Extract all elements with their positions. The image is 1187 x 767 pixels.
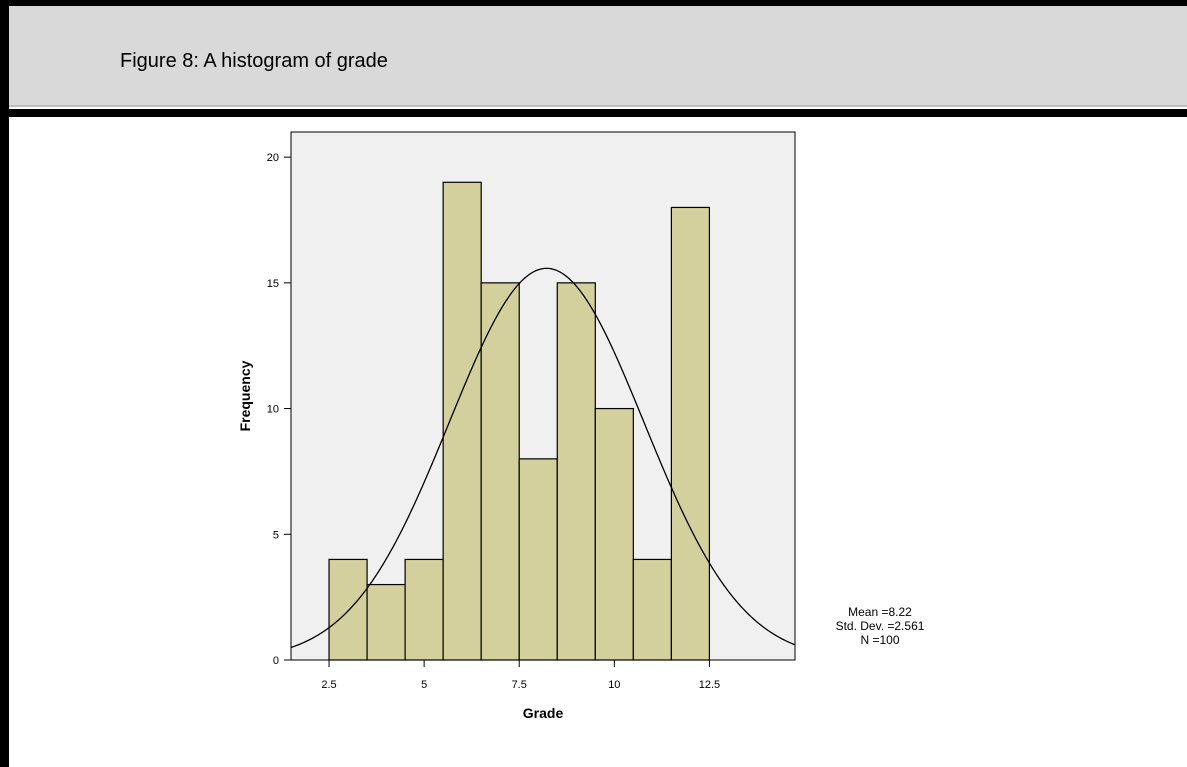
histogram-bar-6: [518, 458, 558, 661]
y-tick-label-15: 15: [267, 278, 279, 290]
normal-curve-line: [290, 267, 796, 649]
x-axis: 2.5 5 7.5 10 12.5: [321, 660, 720, 691]
y-tick-label-10: 10: [267, 404, 279, 416]
stats-mean: Mean =8.22: [848, 605, 912, 619]
histogram-bar-10: [670, 206, 711, 661]
top-border: [0, 0, 1187, 6]
histogram-bar-1: [328, 558, 368, 661]
figure-title: Figure 8: A histogram of grade: [120, 50, 388, 72]
header-divider: [9, 105, 1187, 107]
bars-group: [328, 181, 711, 661]
histogram-bar-8: [594, 407, 634, 661]
plot-border: [290, 131, 796, 661]
figure-header: Figure 8: A histogram of grade: [9, 6, 1187, 105]
histogram-bar-2: [366, 583, 406, 661]
x-tick-label-10: 10: [608, 679, 620, 691]
histogram-bar-5: [480, 282, 520, 661]
y-tick-label-5: 5: [273, 529, 279, 541]
x-tick-label-7.5: 7.5: [512, 679, 527, 691]
x-tick-label-2.5: 2.5: [321, 679, 336, 691]
stats-n: N =100: [860, 633, 899, 647]
y-tick-label-20: 20: [267, 152, 279, 164]
histogram-bar-9: [632, 558, 672, 661]
x-axis-title: Grade: [523, 705, 564, 721]
x-tick-label-12.5: 12.5: [699, 679, 720, 691]
y-tick-label-0: 0: [273, 655, 279, 667]
stats-std-dev: Std. Dev. =2.561: [836, 619, 925, 633]
histogram-bar-3: [404, 558, 444, 661]
y-axis: 0 5 10 15 20: [267, 152, 291, 667]
histogram-bar-7: [556, 282, 596, 661]
stats-box: Mean =8.22 Std. Dev. =2.561 N =100: [836, 605, 925, 647]
histogram-bar-4: [442, 181, 482, 661]
x-tick-label-5: 5: [421, 679, 427, 691]
y-axis-title: Frequency: [237, 360, 253, 431]
header-divider-thick: [9, 109, 1187, 117]
left-border: [0, 0, 9, 767]
